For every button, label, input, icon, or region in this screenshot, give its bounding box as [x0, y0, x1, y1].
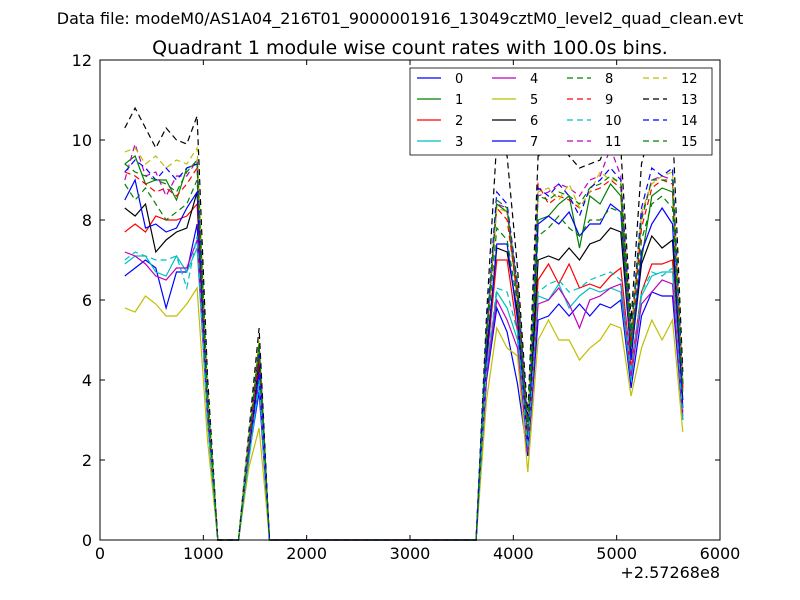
- series-line-12: [124, 146, 684, 541]
- y-tick-label: 2: [82, 451, 92, 470]
- y-tick-label: 0: [82, 531, 92, 550]
- legend-label-8: 8: [605, 72, 613, 87]
- x-tick-label: 3000: [390, 544, 431, 563]
- x-tick-label: 1000: [183, 544, 224, 563]
- series-line-7: [124, 178, 684, 541]
- series-line-10: [124, 235, 684, 541]
- plot-area: [124, 106, 684, 541]
- legend-label-7: 7: [530, 135, 538, 150]
- y-tick-label: 12: [72, 51, 92, 70]
- legend-label-15: 15: [681, 135, 698, 150]
- series-line-2: [124, 202, 684, 541]
- chart-title: Quadrant 1 module wise count rates with …: [152, 37, 668, 59]
- x-offset-label: +2.57268e8: [620, 563, 720, 582]
- legend-label-13: 13: [681, 93, 698, 108]
- legend-label-5: 5: [530, 93, 538, 108]
- legend-label-11: 11: [605, 135, 622, 150]
- legend-label-14: 14: [681, 114, 698, 129]
- legend-label-6: 6: [530, 114, 538, 129]
- x-tick-label: 2000: [286, 544, 327, 563]
- y-tick-label: 8: [82, 211, 92, 230]
- legend-label-3: 3: [455, 135, 463, 150]
- legend-label-2: 2: [455, 114, 463, 129]
- legend-label-12: 12: [681, 72, 698, 87]
- legend-label-0: 0: [455, 72, 463, 87]
- legend-box: [409, 67, 713, 156]
- series-line-1: [124, 155, 684, 541]
- legend-label-1: 1: [455, 93, 463, 108]
- y-tick-label: 4: [82, 371, 92, 390]
- y-tick-label: 10: [72, 131, 92, 150]
- series-line-8: [124, 179, 684, 541]
- x-tick-label: 6000: [700, 544, 741, 563]
- series-line-15: [124, 158, 684, 541]
- series-line-0: [124, 223, 684, 541]
- series-line-14: [124, 159, 684, 541]
- suptitle: Data file: modeM0/AS1A04_216T01_90000019…: [57, 9, 743, 29]
- x-tick-label: 0: [95, 544, 105, 563]
- legend-label-10: 10: [605, 114, 622, 129]
- legend-label-4: 4: [530, 72, 538, 87]
- x-tick-label: 5000: [596, 544, 637, 563]
- x-tick-label: 4000: [493, 544, 534, 563]
- legend-label-9: 9: [605, 93, 613, 108]
- y-tick-label: 6: [82, 291, 92, 310]
- series-line-6: [124, 191, 684, 541]
